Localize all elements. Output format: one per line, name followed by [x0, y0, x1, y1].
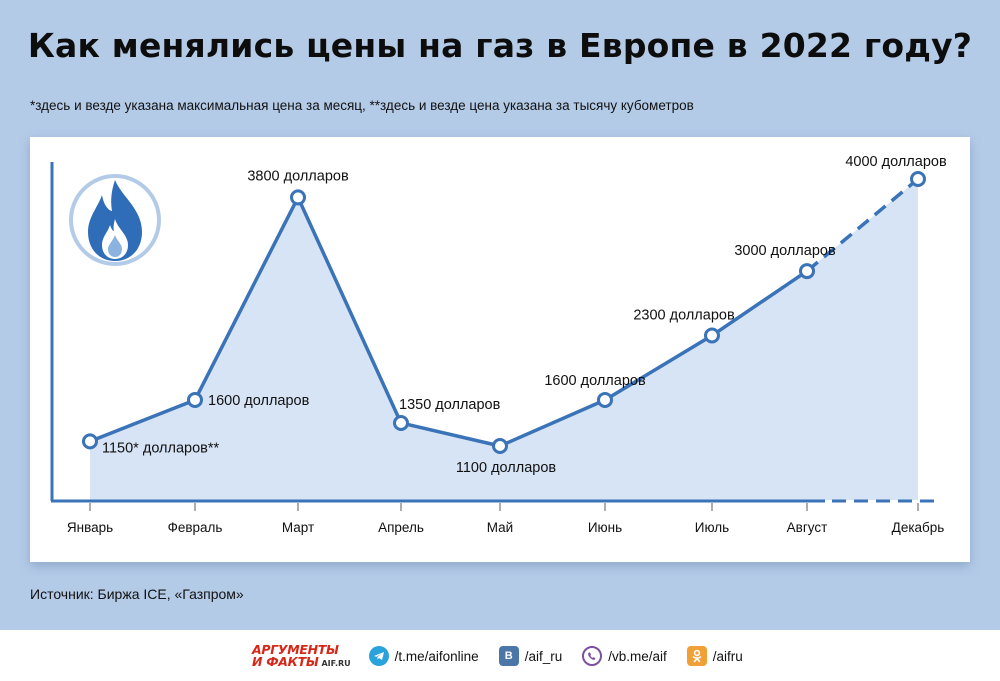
- data-point-3: [290, 189, 306, 206]
- odnoklassniki-link-text: /aifru: [712, 648, 743, 664]
- x-tick-label-1: Январь: [67, 520, 113, 535]
- telegram-link[interactable]: /t.me/aifonline: [368, 646, 479, 666]
- data-label-2: 1600 долларов: [208, 393, 310, 409]
- data-label-7: 2300 долларов: [633, 308, 735, 324]
- x-tick-label-5: Май: [487, 520, 513, 535]
- x-tick-label-3: Март: [282, 520, 314, 535]
- viber-link-text: /vb.me/aif: [608, 648, 667, 664]
- data-point-7: [704, 327, 720, 344]
- odnoklassniki-icon: [686, 646, 707, 666]
- data-point-4: [393, 414, 409, 431]
- vk-icon: В: [498, 646, 519, 666]
- data-point-2: [187, 391, 203, 408]
- viber-icon: [582, 646, 603, 666]
- x-tick-label-8: Август: [787, 520, 828, 535]
- data-point-9: [910, 171, 926, 187]
- gas-flame-icon: [69, 174, 161, 266]
- data-label-6: 1600 долларов: [544, 373, 646, 389]
- x-tick-label-6: Июнь: [588, 520, 622, 535]
- footnote: *здесь и везде указана максимальная цена…: [30, 98, 694, 113]
- footer-bar: АРГУМЕНТЫ И ФАКТЫ AIF.RU /t.me/aifonline …: [0, 630, 1000, 681]
- data-label-4: 1350 долларов: [399, 397, 501, 413]
- data-label-8: 3000 долларов: [734, 243, 836, 259]
- logo-top-text: АРГУМЕНТЫ: [252, 641, 339, 657]
- logo-url-text: AIF.RU: [321, 659, 351, 668]
- page-title: Как менялись цены на газ в Европе в 2022…: [27, 26, 973, 65]
- data-label-1: 1150* долларов**: [102, 440, 220, 456]
- data-point-5: [492, 438, 508, 454]
- price-line-chart: 1150* долларов** 1600 долларов 3800 доллар…: [50, 154, 947, 535]
- area-fill: [90, 179, 918, 500]
- series-line: [89, 195, 808, 448]
- x-tick-label-9: Декабрь: [892, 520, 945, 535]
- odnoklassniki-link[interactable]: /aifru: [686, 646, 743, 666]
- x-tick-label-7: Июль: [695, 520, 729, 535]
- series-line-dashed: [805, 177, 920, 273]
- data-point-6: [597, 391, 613, 408]
- data-label-5: 1100 долларов: [456, 460, 557, 476]
- data-point-8: [799, 263, 815, 280]
- vk-link[interactable]: В /aif_ru: [498, 646, 563, 666]
- telegram-link-text: /t.me/aifonline: [394, 648, 479, 664]
- chart-panel: 1150* долларов** 1600 долларов 3800 доллар…: [30, 137, 970, 562]
- source-note: Источник: Биржа ICE, «Газпром»: [30, 586, 244, 602]
- data-label-9: 4000 долларов: [845, 154, 947, 170]
- data-point-1: [82, 433, 98, 450]
- telegram-icon: [368, 646, 389, 666]
- aif-logo[interactable]: АРГУМЕНТЫ И ФАКТЫ AIF.RU: [252, 641, 351, 669]
- data-label-3: 3800 долларов: [247, 168, 349, 184]
- viber-link[interactable]: /vb.me/aif: [582, 646, 667, 666]
- x-tick-label-2: Февраль: [168, 520, 223, 535]
- logo-bottom-text: И ФАКТЫ: [252, 654, 319, 669]
- vk-link-text: /aif_ru: [524, 648, 563, 664]
- x-tick-label-4: Апрель: [378, 520, 424, 535]
